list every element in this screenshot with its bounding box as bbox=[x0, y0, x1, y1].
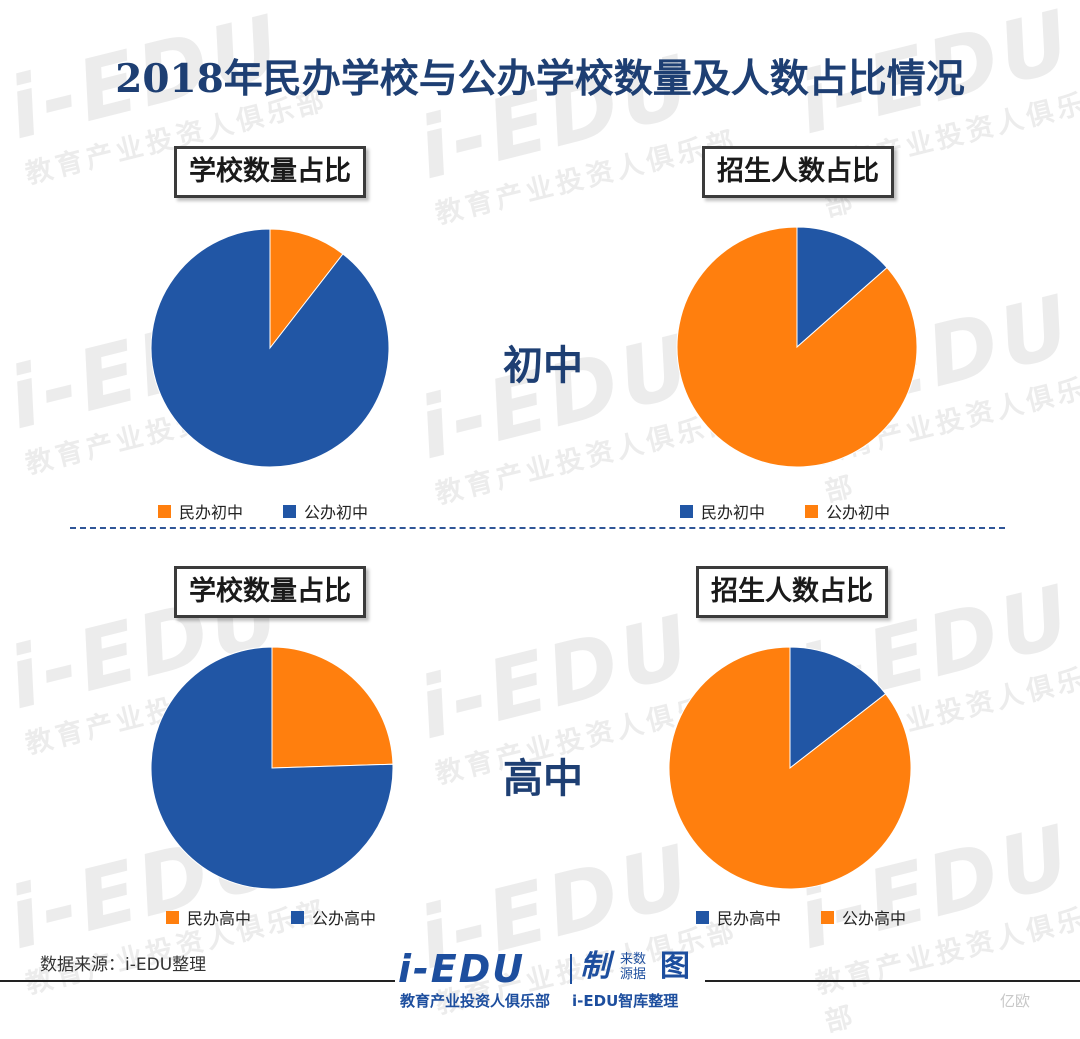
legend-swatch bbox=[166, 910, 179, 924]
pie-chart-school-count-senior bbox=[150, 646, 394, 890]
legend-school-count-senior: 民办高中 公办高中 bbox=[166, 905, 376, 929]
legend-swatch bbox=[283, 504, 297, 518]
logo-tu-text: 图 bbox=[660, 949, 690, 984]
legend-item: 公办高中 bbox=[821, 905, 906, 929]
legend-label: 公办高中 bbox=[842, 909, 907, 928]
pie-slice-民办初中 bbox=[796, 226, 888, 349]
pie-chart-enrollment-junior bbox=[676, 226, 918, 468]
logo-subtitle-club: 教育产业投资人俱乐部 bbox=[400, 992, 551, 1010]
legend-item: 民办高中 bbox=[166, 905, 251, 929]
legend-swatch bbox=[696, 910, 709, 924]
chart-title-school-count-senior: 学校数量占比 bbox=[174, 566, 366, 618]
logo-datasource-text: 来数源据 bbox=[620, 952, 647, 982]
legend-item: 民办初中 bbox=[158, 499, 243, 523]
footer-line-left bbox=[0, 980, 395, 982]
legend-item: 公办高中 bbox=[291, 905, 376, 929]
legend-school-count-junior: 民办初中 公办初中 bbox=[158, 499, 368, 523]
page-title: 2018年民办学校与公办学校数量及人数占比情况 bbox=[115, 56, 965, 102]
watermark-small-text: 教育产业投资人俱乐部 bbox=[432, 125, 741, 231]
legend-swatch bbox=[158, 504, 171, 518]
legend-item: 民办高中 bbox=[696, 905, 781, 929]
pie-slice-公办初中 bbox=[150, 228, 390, 468]
legend-item: 公办初中 bbox=[805, 499, 890, 523]
legend-item: 公办初中 bbox=[283, 499, 368, 523]
legend-enrollment-senior: 民办高中 公办高中 bbox=[696, 905, 906, 929]
legend-swatch bbox=[291, 910, 305, 924]
pie-chart-enrollment-senior bbox=[668, 646, 912, 890]
pie-slice-公办高中 bbox=[668, 646, 912, 890]
section-divider bbox=[70, 527, 1005, 529]
logo-main-text: i-EDU bbox=[398, 947, 526, 991]
legend-label: 民办高中 bbox=[187, 909, 252, 928]
footer-logo: i-EDU 制 来数源据 图 教育产业投资人俱乐部 i-EDU智库整理 bbox=[398, 950, 698, 1010]
logo-zhi-text: 制 bbox=[580, 949, 610, 984]
legend-label: 民办高中 bbox=[717, 909, 782, 928]
legend-enrollment-junior: 民办初中 公办初中 bbox=[680, 499, 890, 523]
legend-label: 公办初中 bbox=[826, 503, 891, 522]
pie-slice-公办高中 bbox=[150, 646, 394, 890]
pie-slice-民办初中 bbox=[269, 228, 344, 350]
pie-chart-school-count-junior bbox=[150, 228, 390, 468]
pie-slice-公办初中 bbox=[676, 226, 918, 468]
pie-slice-民办高中 bbox=[271, 646, 394, 769]
legend-swatch bbox=[821, 910, 835, 924]
legend-swatch bbox=[680, 504, 693, 518]
chart-title-enrollment-junior: 招生人数占比 bbox=[702, 146, 894, 198]
legend-swatch bbox=[805, 504, 819, 518]
data-source-note: 数据来源：i-EDU整理 bbox=[40, 955, 207, 975]
legend-label: 公办高中 bbox=[312, 909, 377, 928]
chart-title-enrollment-senior: 招生人数占比 bbox=[696, 566, 888, 618]
footer-line-right bbox=[705, 980, 1080, 982]
logo-separator bbox=[570, 954, 572, 984]
chart-title-school-count-junior: 学校数量占比 bbox=[174, 146, 366, 198]
legend-label: 公办初中 bbox=[304, 503, 369, 522]
logo-subtitle-think-tank: i-EDU智库整理 bbox=[572, 992, 679, 1010]
corner-watermark: 亿欧 bbox=[1000, 992, 1031, 1010]
row-label-senior-high: 高中 bbox=[503, 755, 583, 802]
row-label-junior-high: 初中 bbox=[503, 342, 583, 389]
legend-label: 民办初中 bbox=[179, 503, 244, 522]
legend-label: 民办初中 bbox=[701, 503, 766, 522]
legend-item: 民办初中 bbox=[680, 499, 765, 523]
pie-slice-民办高中 bbox=[789, 646, 887, 770]
